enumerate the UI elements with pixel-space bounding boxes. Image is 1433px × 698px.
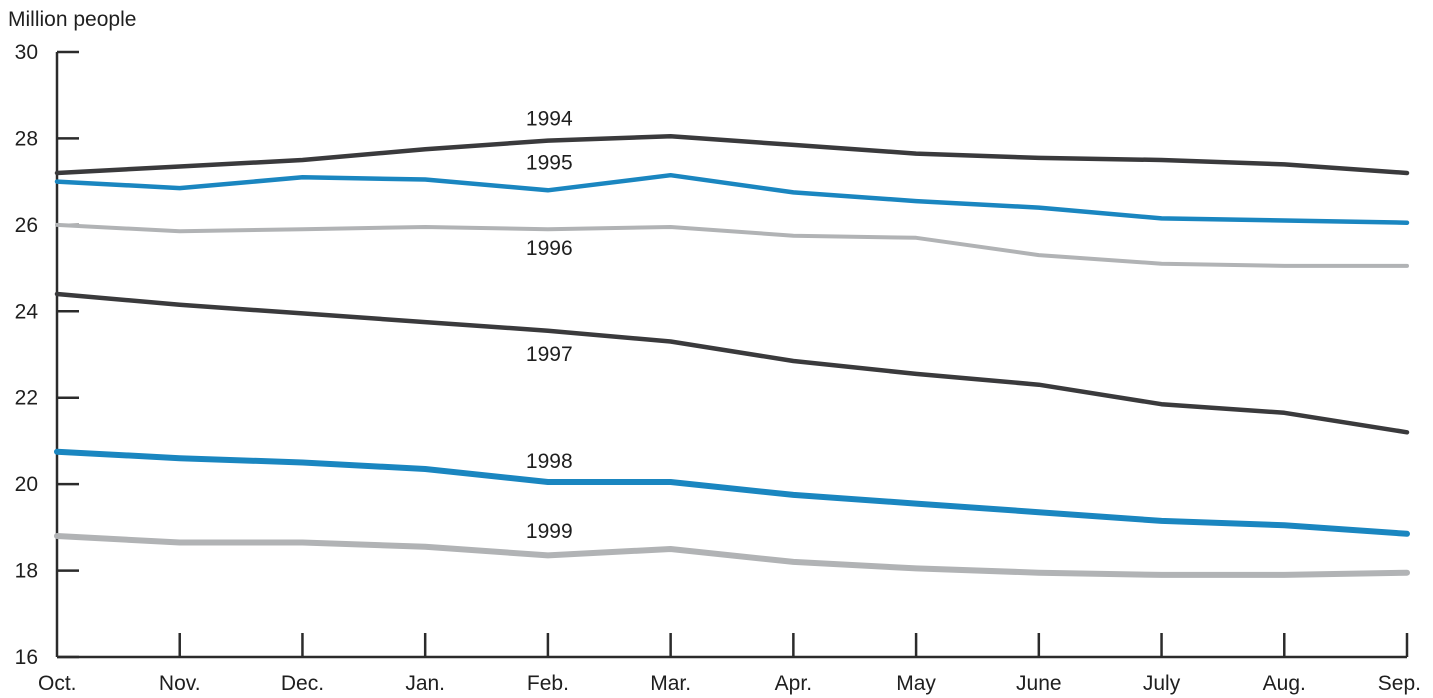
series-label-1995: 1995 bbox=[526, 152, 573, 175]
series-lines bbox=[54, 134, 1410, 578]
series-line-1999 bbox=[54, 533, 1410, 578]
y-axis-ticks: 16 18 20 22 24 26 28 30 bbox=[15, 41, 79, 669]
y-tick-label: 16 bbox=[15, 646, 38, 669]
x-tick-label: Sep. bbox=[1378, 672, 1421, 695]
y-tick-label: 20 bbox=[15, 473, 38, 496]
x-tick-label: July bbox=[1143, 672, 1181, 695]
series-label-1996: 1996 bbox=[526, 237, 573, 260]
x-tick-label: Nov. bbox=[159, 672, 201, 695]
x-tick-label: Aug. bbox=[1263, 672, 1306, 695]
y-tick-label: 24 bbox=[15, 300, 39, 323]
x-tick-label: Oct. bbox=[38, 672, 77, 695]
x-tick-label: Jan. bbox=[405, 672, 445, 695]
y-axis-label: Million people bbox=[8, 8, 136, 31]
series-line-1995 bbox=[54, 172, 1410, 225]
x-tick-label: June bbox=[1016, 672, 1062, 695]
series-line-1994 bbox=[54, 134, 1410, 176]
series-line-1997 bbox=[54, 291, 1410, 435]
axes bbox=[55, 52, 1407, 659]
series-label-1994: 1994 bbox=[526, 107, 573, 130]
series-label-1998: 1998 bbox=[526, 450, 573, 473]
series-line-1996 bbox=[55, 222, 1409, 268]
series-label-1997: 1997 bbox=[526, 343, 573, 366]
y-tick-label: 18 bbox=[15, 560, 38, 583]
y-tick-label: 28 bbox=[15, 127, 38, 150]
series-line-1998 bbox=[54, 448, 1410, 537]
series-labels: 1994 1995 1996 1997 1998 1999 bbox=[526, 107, 573, 543]
x-axis-ticks: Oct. Nov. Dec. Jan. Feb. Mar. Apr. May June July A… bbox=[38, 633, 1421, 695]
series-label-1999: 1999 bbox=[526, 520, 573, 543]
x-tick-label: Mar. bbox=[650, 672, 691, 695]
x-tick-label: Apr. bbox=[775, 672, 812, 695]
y-tick-label: 26 bbox=[15, 214, 38, 237]
y-tick-label: 30 bbox=[15, 41, 38, 64]
x-tick-label: Dec. bbox=[281, 672, 324, 695]
x-tick-label: May bbox=[896, 672, 936, 695]
y-tick-label: 22 bbox=[15, 387, 38, 410]
x-tick-label: Feb. bbox=[527, 672, 569, 695]
